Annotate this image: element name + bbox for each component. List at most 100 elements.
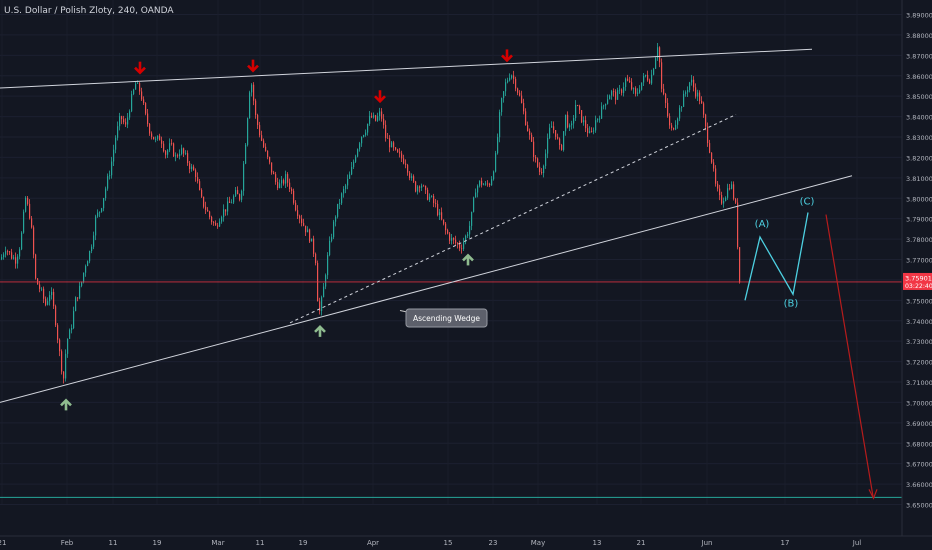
candle-body	[511, 75, 513, 78]
candle-body	[233, 196, 235, 203]
y-tick-label: 3.82000	[906, 154, 932, 162]
candle-body	[243, 163, 245, 191]
candle-body	[23, 211, 25, 233]
candle-body	[547, 137, 549, 154]
candle-body	[577, 105, 579, 107]
candle-body	[241, 190, 243, 200]
candle-body	[57, 325, 59, 340]
y-tick-label: 3.66000	[906, 481, 932, 489]
candle-body	[371, 115, 373, 118]
candle-body	[457, 243, 459, 245]
candle-body	[697, 92, 699, 97]
candle-body	[607, 99, 609, 104]
candle-body	[491, 179, 493, 186]
candle-body	[539, 166, 541, 172]
candle-body	[1, 257, 3, 260]
candle-body	[423, 185, 425, 187]
candle-body	[95, 216, 97, 236]
candle-body	[483, 184, 485, 186]
y-tick-label: 3.69000	[906, 420, 932, 428]
candle-body	[285, 174, 287, 184]
y-tick-label: 3.81000	[906, 175, 932, 183]
x-tick-label: Apr	[367, 539, 379, 547]
support-arrow-icon	[462, 253, 474, 266]
candle-body	[557, 136, 559, 139]
candle-body	[713, 162, 715, 169]
candle-body	[643, 76, 645, 83]
candle-body	[43, 288, 45, 299]
candle-body	[137, 82, 139, 84]
candle-body	[471, 211, 473, 226]
candle-body	[433, 196, 435, 204]
candle-body	[733, 184, 735, 199]
candle-body	[261, 135, 263, 141]
candle-body	[187, 153, 189, 164]
x-tick-label: Mar	[211, 539, 224, 547]
candle-body	[111, 161, 113, 176]
candle-body	[165, 151, 167, 155]
candle-body	[473, 197, 475, 212]
trendline-inner-trend	[289, 114, 737, 324]
candle-body	[311, 238, 313, 242]
candle-body	[153, 136, 155, 140]
candle-body	[323, 286, 325, 298]
candle-body	[537, 158, 539, 167]
candle-body	[19, 249, 21, 257]
candle-body	[3, 254, 5, 258]
candle-body	[249, 92, 251, 119]
candle-body	[27, 197, 29, 204]
candle-body	[575, 105, 577, 119]
candle-body	[169, 143, 171, 151]
candle-body	[343, 189, 345, 194]
candle-body	[663, 88, 665, 94]
candle-body	[397, 149, 399, 153]
candle-body	[45, 298, 47, 305]
candle-body	[721, 195, 723, 204]
candle-body	[719, 188, 721, 196]
x-tick-label: 13	[593, 539, 602, 547]
candle-body	[211, 216, 213, 223]
candle-body	[297, 210, 299, 216]
candle-body	[97, 212, 99, 217]
candle-body	[93, 235, 95, 247]
candle-body	[619, 89, 621, 91]
candle-body	[569, 125, 571, 128]
candle-body	[75, 297, 77, 312]
candle-body	[277, 181, 279, 188]
candle-body	[639, 89, 641, 93]
candle-body	[513, 75, 515, 79]
candle-body	[435, 203, 437, 204]
candle-body	[105, 188, 107, 199]
candle-body	[253, 84, 255, 101]
candle-body	[609, 95, 611, 100]
candle-body	[633, 88, 635, 90]
candle-body	[613, 91, 615, 93]
candle-body	[53, 291, 55, 307]
candle-body	[499, 112, 501, 138]
candle-body	[225, 209, 227, 212]
candle-body	[329, 240, 331, 256]
candle-body	[245, 144, 247, 164]
candle-body	[63, 371, 65, 379]
projection-arrow-head-icon	[868, 489, 878, 500]
candle-body	[83, 272, 85, 282]
candle-body	[523, 103, 525, 112]
candle-body	[275, 174, 277, 182]
candle-body	[463, 242, 465, 249]
candle-body	[387, 137, 389, 139]
candle-body	[413, 176, 415, 182]
candle-body	[129, 111, 131, 118]
candle-body	[631, 82, 633, 90]
candle-body	[91, 246, 93, 252]
candle-body	[653, 68, 655, 75]
candle-body	[227, 201, 229, 212]
candle-body	[425, 185, 427, 190]
candle-body	[9, 251, 11, 253]
projection-line	[825, 214, 874, 497]
candle-body	[309, 229, 311, 242]
candle-body	[553, 126, 555, 131]
candle-body	[581, 110, 583, 123]
